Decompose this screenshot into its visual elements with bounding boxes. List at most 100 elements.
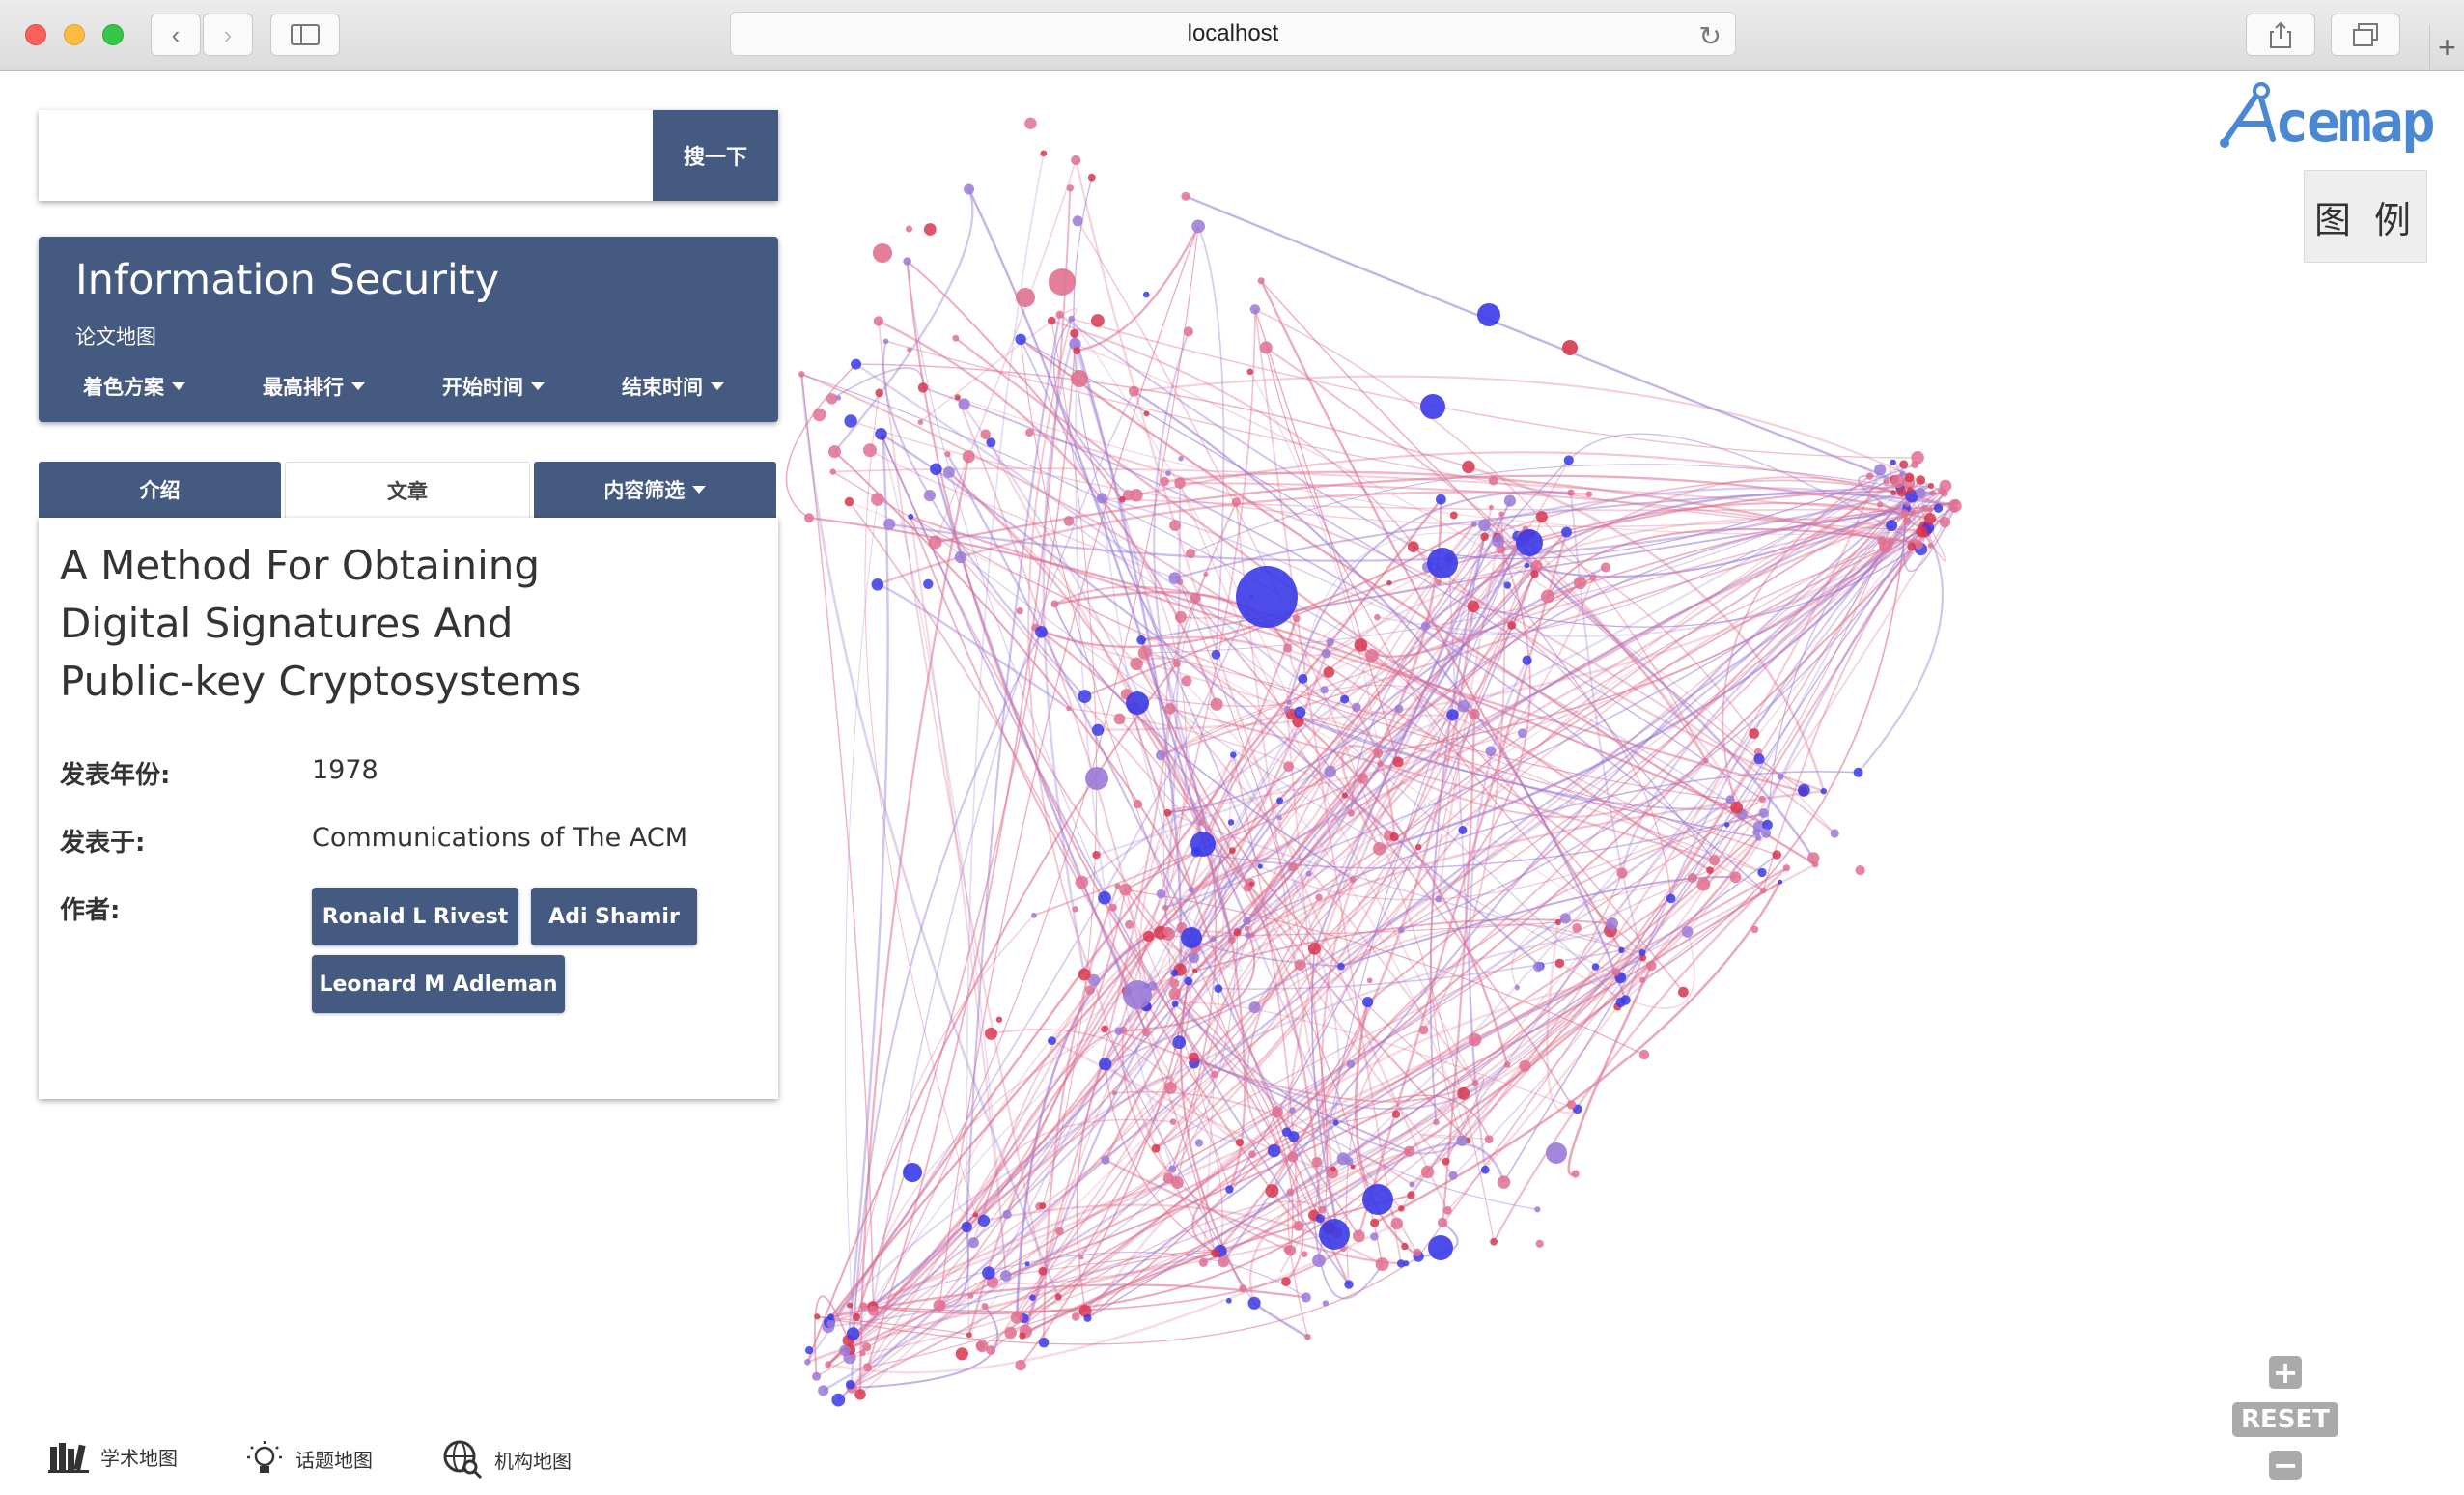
graph-node[interactable] (1169, 978, 1180, 989)
graph-node[interactable] (1484, 1135, 1494, 1143)
graph-node[interactable] (1015, 333, 1026, 345)
graph-node[interactable] (1197, 820, 1204, 826)
graph-node[interactable] (1725, 795, 1735, 804)
nav-topic-map[interactable]: 话题地图 (245, 1439, 373, 1478)
graph-node[interactable] (1446, 709, 1459, 721)
graph-node[interactable] (1322, 1300, 1330, 1307)
graph-node[interactable] (1409, 1181, 1415, 1188)
graph-node[interactable] (1855, 865, 1865, 876)
graph-node[interactable] (986, 1345, 996, 1355)
graph-node[interactable] (1054, 1293, 1062, 1301)
graph-node[interactable] (1458, 826, 1468, 834)
graph-node[interactable] (1618, 946, 1625, 954)
graph-node[interactable] (1561, 526, 1572, 538)
graph-node[interactable] (1055, 1227, 1064, 1236)
graph-node[interactable] (1886, 520, 1898, 532)
graph-node[interactable] (1567, 489, 1575, 496)
graph-node[interactable] (1916, 475, 1926, 485)
graph-node[interactable] (1401, 1242, 1409, 1251)
graph-node[interactable] (923, 489, 937, 502)
start-time-dropdown[interactable]: 开始时间 (442, 372, 622, 401)
legend-button[interactable]: 图 例 (2304, 170, 2427, 263)
author-button[interactable]: Ronald L Rivest (312, 888, 518, 945)
graph-node[interactable] (1055, 310, 1064, 319)
graph-node[interactable] (1347, 809, 1356, 817)
graph-node[interactable] (1639, 976, 1646, 983)
graph-node[interactable] (1162, 1172, 1174, 1184)
graph-node[interactable] (875, 388, 883, 398)
graph-node[interactable] (955, 1347, 968, 1361)
graph-node[interactable] (1503, 494, 1516, 507)
graph-node[interactable] (1517, 728, 1527, 739)
graph-node[interactable] (1248, 881, 1254, 887)
graph-node[interactable] (1092, 723, 1105, 736)
graph-node[interactable] (1708, 855, 1721, 866)
graph-node[interactable] (1729, 871, 1742, 884)
graph-node[interactable] (1225, 1185, 1234, 1194)
graph-node[interactable] (985, 1027, 997, 1040)
zoom-reset-button[interactable]: RESET (2232, 1402, 2338, 1437)
graph-node[interactable] (882, 338, 889, 345)
paper-network-graph[interactable] (0, 71, 2464, 1495)
graph-node[interactable] (1953, 498, 1959, 505)
graph-node[interactable] (1049, 268, 1076, 296)
graph-node[interactable] (828, 445, 841, 459)
sidebar-toggle-button[interactable] (270, 14, 340, 56)
graph-node[interactable] (1122, 490, 1134, 501)
graph-node[interactable] (1323, 666, 1335, 678)
graph-node[interactable] (1169, 1118, 1177, 1125)
graph-node[interactable] (1039, 1202, 1047, 1210)
forward-button[interactable]: › (203, 14, 253, 56)
graph-node[interactable] (1171, 1001, 1179, 1008)
graph-node[interactable] (1087, 973, 1100, 987)
graph-node[interactable] (1098, 890, 1111, 905)
graph-node[interactable] (1281, 1277, 1291, 1286)
graph-node[interactable] (1113, 713, 1126, 725)
graph-node[interactable] (1283, 705, 1291, 713)
graph-node[interactable] (1390, 1217, 1404, 1230)
graph-node[interactable] (1456, 1135, 1468, 1146)
graph-node[interactable] (1142, 930, 1155, 943)
graph-node[interactable] (1830, 829, 1839, 838)
graph-node[interactable] (1516, 529, 1543, 556)
graph-node[interactable] (1890, 474, 1905, 489)
graph-node[interactable] (1532, 961, 1544, 973)
graph-node[interactable] (928, 535, 942, 550)
graph-node[interactable] (1398, 926, 1405, 934)
graph-node[interactable] (1362, 1184, 1393, 1215)
graph-node[interactable] (1210, 936, 1217, 943)
graph-node[interactable] (967, 1237, 979, 1249)
graph-node[interactable] (1191, 219, 1205, 234)
graph-node[interactable] (1085, 985, 1095, 996)
graph-node[interactable] (1340, 694, 1350, 704)
graph-node[interactable] (1377, 760, 1384, 768)
graph-node[interactable] (1101, 1025, 1108, 1033)
graph-node[interactable] (1321, 648, 1331, 659)
graph-node[interactable] (1530, 570, 1539, 578)
graph-node[interactable] (1616, 867, 1628, 879)
graph-node[interactable] (1681, 926, 1694, 938)
graph-node[interactable] (1427, 548, 1458, 578)
graph-node[interactable] (1294, 706, 1306, 719)
graph-node[interactable] (1413, 1248, 1422, 1257)
graph-node[interactable] (903, 1163, 922, 1182)
graph-node[interactable] (1498, 511, 1504, 517)
graph-node[interactable] (907, 347, 912, 353)
graph-node[interactable] (1420, 394, 1445, 419)
graph-node[interactable] (1442, 1206, 1452, 1215)
graph-node[interactable] (1168, 572, 1181, 584)
graph-node[interactable] (1168, 1165, 1177, 1173)
graph-node[interactable] (1257, 863, 1263, 869)
graph-node[interactable] (905, 225, 913, 233)
graph-node[interactable] (1015, 1359, 1026, 1371)
graph-node[interactable] (1865, 472, 1874, 480)
graph-node[interactable] (1288, 1131, 1300, 1142)
graph-node[interactable] (839, 1344, 851, 1357)
graph-node[interactable] (1507, 621, 1517, 630)
graph-node[interactable] (1312, 1254, 1326, 1268)
graph-node[interactable] (986, 437, 996, 448)
graph-node[interactable] (1353, 1229, 1365, 1243)
graph-node[interactable] (952, 334, 960, 342)
graph-node[interactable] (1927, 506, 1933, 513)
graph-node[interactable] (1248, 1001, 1261, 1014)
